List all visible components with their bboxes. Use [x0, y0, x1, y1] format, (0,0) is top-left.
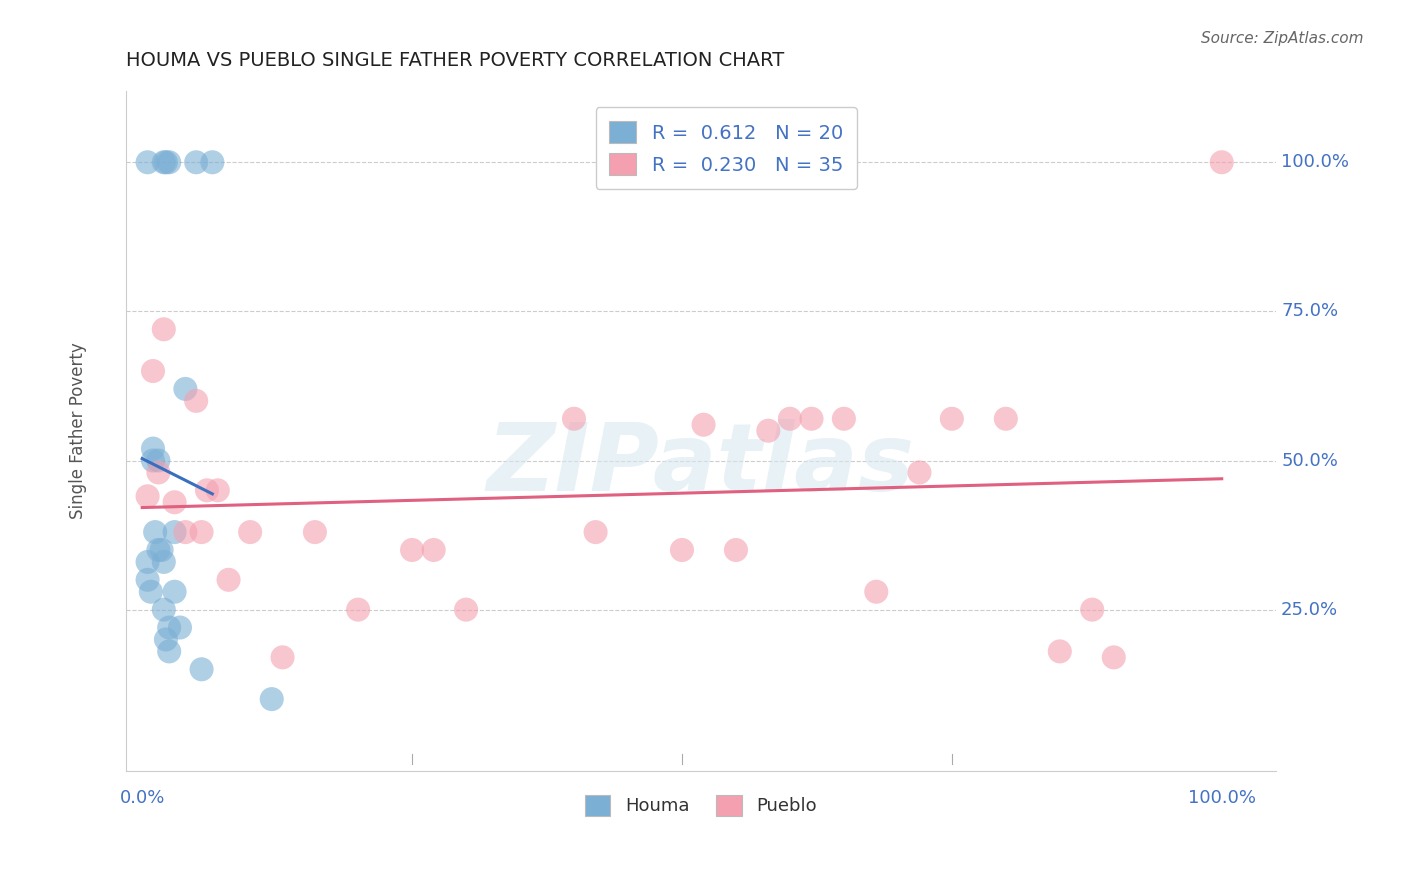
Point: [195, 483, 218, 498]
Point: [155, 155, 177, 169]
Point: [163, 584, 186, 599]
Point: [832, 411, 855, 425]
Point: [136, 555, 159, 569]
Text: 100.0%: 100.0%: [1188, 789, 1256, 806]
Point: [1102, 650, 1125, 665]
Point: [174, 382, 197, 396]
Point: [218, 573, 240, 587]
Point: [454, 602, 477, 616]
Point: [174, 525, 197, 540]
Point: [152, 555, 174, 569]
Point: [142, 364, 165, 378]
Point: [136, 155, 159, 169]
Point: [304, 525, 326, 540]
Point: [136, 489, 159, 503]
Point: [148, 466, 170, 480]
Text: HOUMA VS PUEBLO SINGLE FATHER POVERTY CORRELATION CHART: HOUMA VS PUEBLO SINGLE FATHER POVERTY CO…: [127, 51, 785, 70]
Point: [143, 525, 166, 540]
Point: [169, 621, 191, 635]
Point: [800, 411, 823, 425]
Text: Source: ZipAtlas.com: Source: ZipAtlas.com: [1201, 31, 1364, 46]
Point: [1211, 155, 1233, 169]
Point: [148, 543, 170, 558]
Point: [239, 525, 262, 540]
Text: 25.0%: 25.0%: [1281, 600, 1339, 619]
Point: [207, 483, 229, 498]
Text: 100.0%: 100.0%: [1281, 153, 1350, 171]
Point: [157, 155, 180, 169]
Point: [756, 424, 779, 438]
Point: [139, 584, 162, 599]
Point: [190, 525, 212, 540]
Point: [585, 525, 607, 540]
Point: [562, 411, 585, 425]
Point: [148, 453, 170, 467]
Text: Single Father Poverty: Single Father Poverty: [69, 343, 87, 519]
Point: [150, 543, 173, 558]
Point: [908, 466, 931, 480]
Point: [779, 411, 801, 425]
Point: [422, 543, 444, 558]
Point: [671, 543, 693, 558]
Point: [994, 411, 1017, 425]
Point: [142, 442, 165, 456]
Point: [1049, 644, 1071, 658]
Point: [865, 584, 887, 599]
Point: [142, 453, 165, 467]
Point: [152, 322, 174, 336]
Point: [401, 543, 423, 558]
Point: [163, 495, 186, 509]
Point: [271, 650, 294, 665]
Point: [152, 155, 174, 169]
Point: [136, 573, 159, 587]
Point: [941, 411, 963, 425]
Text: 75.0%: 75.0%: [1281, 302, 1339, 320]
Point: [1081, 602, 1104, 616]
Point: [163, 525, 186, 540]
Point: [152, 602, 174, 616]
Point: [155, 632, 177, 647]
Point: [157, 621, 180, 635]
Text: ZIPatlas: ZIPatlas: [486, 418, 915, 511]
Point: [347, 602, 370, 616]
Legend: Houma, Pueblo: Houma, Pueblo: [578, 788, 824, 822]
Text: 0.0%: 0.0%: [120, 789, 165, 806]
Point: [186, 393, 208, 408]
Point: [724, 543, 747, 558]
Point: [186, 155, 208, 169]
Text: 50.0%: 50.0%: [1281, 451, 1339, 469]
Point: [157, 644, 180, 658]
Point: [201, 155, 224, 169]
Point: [190, 662, 212, 676]
Point: [260, 692, 283, 706]
Point: [692, 417, 714, 432]
